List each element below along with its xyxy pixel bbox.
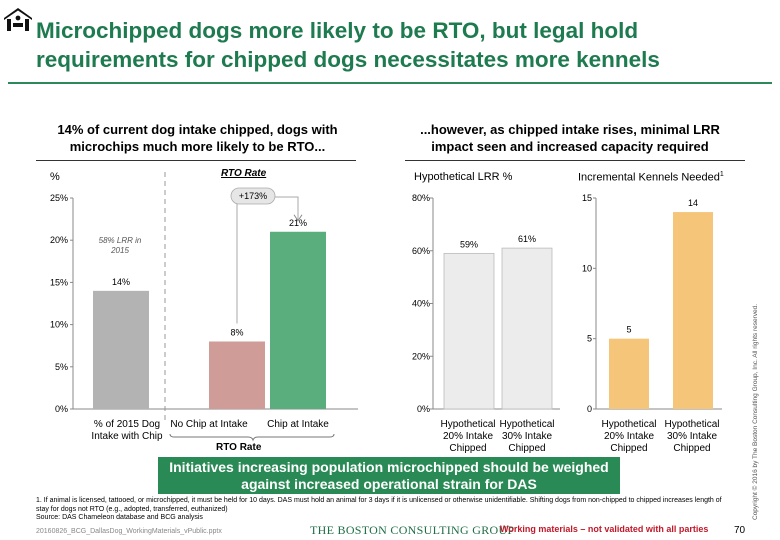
title-divider [8, 82, 772, 84]
copyright-note: Copyright © 2016 by The Boston Consultin… [752, 303, 759, 520]
growth-badge [230, 187, 276, 205]
cat-label-kennels-20: Hypothetical 20% Intake Chipped [601, 419, 657, 454]
left-tick-label-3: 15% [50, 277, 68, 287]
kennels-data-label-0: 5 [626, 325, 631, 335]
lrr-bar-0 [443, 252, 495, 410]
right-subtitle: ...however, as chipped intake rises, min… [420, 122, 720, 154]
growth-label: +173% [239, 191, 267, 201]
left-bar-1 [209, 341, 265, 409]
left-data-label-1: 8% [230, 327, 243, 337]
left-tick-label-5: 25% [50, 193, 68, 203]
left-data-label-2: 21% [289, 218, 307, 228]
kennels-tick-label-0: 0 [587, 404, 592, 414]
key-takeaway-callout: Initiatives increasing population microc… [158, 457, 620, 494]
cat-label-kennels-30: Hypothetical 30% Intake Chipped [664, 419, 720, 454]
source-note: Source: DAS Chameleon database and BCG a… [36, 514, 203, 521]
kennels-bar-1 [673, 212, 713, 409]
cat-label-lrr-20: Hypothetical 20% Intake Chipped [440, 419, 496, 454]
left-subtitle-rule [36, 160, 356, 161]
left-bar-0 [93, 290, 149, 409]
footnotes: 1. If animal is licensed, tattooed, or m… [36, 497, 726, 523]
growth-arrowhead [293, 214, 303, 222]
lrr-tick-label-1: 20% [412, 351, 430, 361]
lrr-tick-label-2: 40% [412, 299, 430, 309]
cat-label-intake-with-chip: % of 2015 Dog Intake with Chip [91, 419, 163, 442]
page-number: 70 [734, 525, 746, 536]
left-tick-label-4: 20% [50, 235, 68, 245]
kennels-chart-title: Incremental Kennels Needed1 [578, 171, 724, 184]
right-subtitle-rule [405, 160, 745, 161]
left-subtitle: 14% of current dog intake chipped, dogs … [57, 122, 338, 154]
lrr-data-label-0: 59% [460, 239, 478, 249]
left-tick-label-0: 0% [55, 404, 68, 414]
lrr-chart-title: Hypothetical LRR % [414, 171, 513, 183]
rto-rate-header: RTO Rate [221, 168, 267, 179]
rto-rate-brace [169, 433, 335, 442]
cat-label-no-chip: No Chip at Intake [170, 419, 248, 430]
lrr-bar-1 [501, 247, 553, 410]
shelter-logo-icon [4, 8, 32, 31]
working-materials-note: Working materials – not validated with a… [500, 524, 709, 534]
lrr-2015-note: 58% LRR in 2015 [98, 236, 142, 255]
left-unit-label: % [50, 171, 60, 183]
file-name: 20160826_BCG_DallasDog_WorkingMaterials_… [36, 528, 222, 535]
lrr-data-label-1: 61% [518, 234, 536, 244]
left-bar-2 [270, 231, 326, 409]
footnote-1: 1. If animal is licensed, tattooed, or m… [36, 497, 722, 513]
kennels-tick-label-2: 10 [582, 263, 592, 273]
kennels-bar-0 [609, 338, 649, 409]
left-tick-label-1: 5% [55, 362, 68, 372]
cat-label-lrr-30: Hypothetical 30% Intake Chipped [499, 419, 555, 454]
rto-rate-bottom-label: RTO Rate [216, 442, 262, 453]
kennels-title-footnote: 1 [719, 171, 724, 178]
lrr-tick-label-3: 60% [412, 246, 430, 256]
kennels-tick-label-1: 5 [587, 334, 592, 344]
left-data-label-0: 14% [112, 277, 130, 287]
kennels-data-label-1: 14 [688, 198, 698, 208]
lrr-tick-label-4: 80% [412, 193, 430, 203]
brand-name: THE BOSTON CONSULTING GROUP [310, 523, 515, 537]
kennels-chart-title-text: Incremental Kennels Needed [578, 171, 720, 184]
page-title: Microchipped dogs more likely to be RTO,… [36, 18, 660, 72]
cat-label-chip: Chip at Intake [267, 419, 329, 430]
left-tick-label-2: 10% [50, 320, 68, 330]
lrr-tick-label-0: 0% [417, 404, 430, 414]
kennels-tick-label-3: 15 [582, 193, 592, 203]
